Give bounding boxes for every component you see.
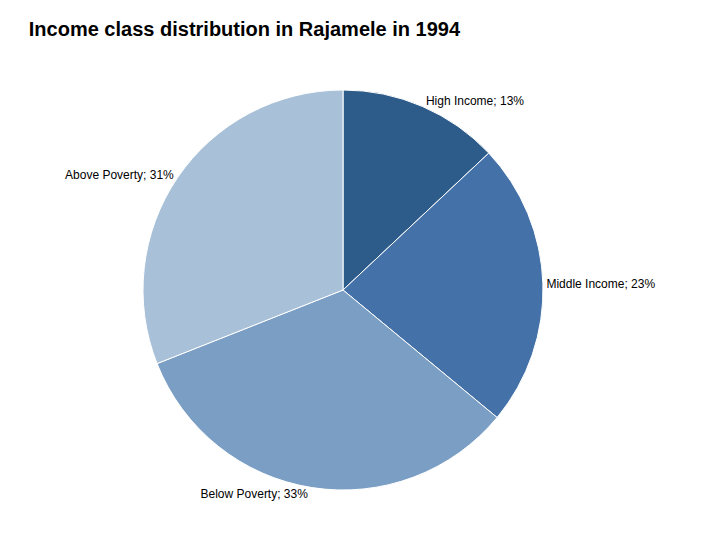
svg-text:Income class distribution in R: Income class distribution in Rajamele in…	[29, 18, 461, 40]
svg-text:Below Poverty; 33%: Below Poverty; 33%	[200, 487, 308, 501]
svg-text:Above Poverty; 31%: Above Poverty; 31%	[65, 168, 174, 182]
svg-text:High Income; 13%: High Income; 13%	[426, 94, 524, 108]
svg-text:Middle Income; 23%: Middle Income; 23%	[546, 277, 655, 291]
